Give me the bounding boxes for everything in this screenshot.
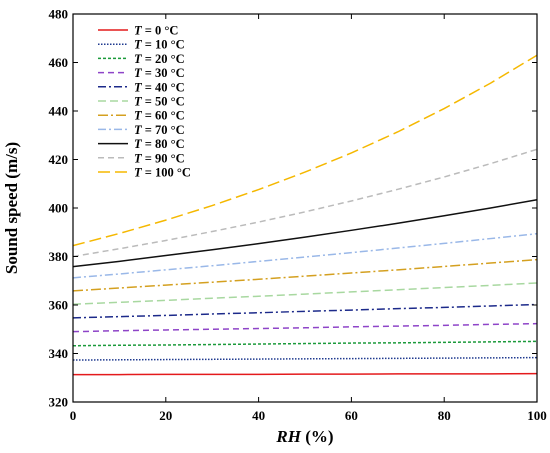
legend-label: T = 80 °C [134, 137, 185, 151]
y-tick-label: 380 [49, 249, 69, 264]
y-tick-label: 400 [49, 201, 69, 216]
x-tick-label: 100 [527, 408, 547, 423]
y-tick-label: 440 [49, 104, 69, 119]
legend-label: T = 100 °C [134, 166, 191, 180]
legend-label: T = 50 °C [134, 95, 185, 109]
y-tick-label: 360 [49, 298, 69, 313]
x-tick-label: 20 [159, 408, 172, 423]
x-axis-ticks: 0 20 40 60 80 100 [70, 14, 547, 423]
series-line [72, 199, 538, 268]
legend-label: T = 70 °C [134, 123, 185, 137]
series-line [72, 303, 538, 319]
series-line [72, 282, 538, 306]
y-axis-title: Sound speed (m/s) [2, 142, 21, 274]
x-tick-label: 80 [438, 408, 451, 423]
y-tick-label: 320 [49, 395, 69, 410]
series-line [73, 372, 538, 376]
y-tick-label: 340 [49, 346, 69, 361]
x-axis-title: RH (%) [275, 427, 333, 446]
y-axis-ticks: 320 340 360 380 400 420 440 460 480 [49, 7, 537, 410]
legend: T = 0 °CT = 10 °CT = 20 °CT = 30 °CT = 4… [98, 24, 191, 180]
legend-label: T = 0 °C [134, 24, 178, 38]
legend-label: T = 60 °C [134, 109, 185, 123]
series-line [72, 232, 538, 279]
series-line [72, 340, 538, 347]
legend-label: T = 90 °C [134, 151, 185, 165]
series-line [72, 148, 538, 258]
legend-label: T = 40 °C [134, 80, 185, 94]
y-tick-label: 420 [49, 152, 69, 167]
x-tick-label: 60 [345, 408, 358, 423]
legend-label: T = 10 °C [134, 38, 185, 52]
y-tick-label: 460 [49, 55, 69, 70]
series-line [72, 54, 538, 247]
legend-label: T = 30 °C [134, 66, 185, 80]
plot-lines [72, 54, 538, 376]
legend-label: T = 20 °C [134, 52, 185, 66]
x-tick-label: 0 [70, 408, 77, 423]
series-line [72, 322, 538, 333]
y-tick-label: 480 [49, 7, 69, 22]
series-line [72, 356, 538, 361]
x-tick-label: 40 [252, 408, 265, 423]
series-line [72, 258, 538, 292]
